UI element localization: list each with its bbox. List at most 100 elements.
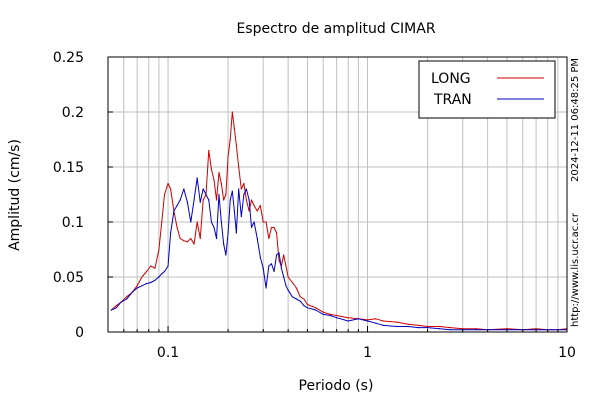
data-point-tran [167,265,169,267]
data-point-tran [186,201,188,203]
data-point-long [295,287,298,289]
data-point-tran [449,329,451,331]
timestamp-text: 2024-12-11 06:48:25 PM [570,58,581,182]
data-point-long [285,265,287,267]
data-point-tran [475,329,477,331]
data-point-long [163,193,166,196]
data-point-tran [396,325,398,328]
data-point-tran [306,307,309,309]
data-point-long [213,179,215,181]
data-point-tran [240,215,242,218]
data-point-tran [299,300,301,302]
data-point-tran [131,291,133,293]
data-point-tran [303,305,305,307]
data-point-tran [163,270,166,273]
data-point-long [193,243,195,245]
x-tick-label: 1 [363,345,372,361]
data-point-tran [218,193,220,196]
data-point-long [210,168,213,170]
data-point-tran [233,210,235,212]
grid-lines [107,56,567,333]
data-point-long [315,307,317,309]
data-point-long [220,182,222,185]
y-tick-label: 0.25 [53,50,84,66]
data-point-tran [145,283,148,285]
source-url-text: http://www.lis.ucr.ac.cr [570,212,581,327]
data-point-long [396,321,398,323]
series-tran [110,177,568,331]
data-point-tran [176,204,178,207]
data-point-tran [179,199,181,201]
data-point-tran [231,190,233,192]
data-point-tran [250,226,253,229]
data-point-long [250,199,253,201]
data-point-tran [229,199,231,201]
data-point-tran [295,298,298,300]
axis-ticks: 0 0.05 0.1 0.15 0.2 0.25 0.1 1 10 [53,50,576,361]
data-point-long [208,149,210,152]
data-point-long [273,226,275,229]
data-point-tran [243,193,245,196]
data-point-tran [357,318,359,320]
data-point-tran [193,199,195,201]
data-point-tran [273,270,275,273]
data-point-long [253,204,255,207]
data-point-long [407,323,409,325]
y-axis-label: Amplitud (cm/s) [7,139,23,251]
data-point-long [202,199,204,201]
y-tick-label: 0.2 [62,105,84,121]
data-point-long [275,232,278,234]
data-point-long [322,311,324,313]
data-point-long [259,204,261,207]
legend-label-long: LONG [431,71,471,87]
data-point-tran [329,314,331,317]
data-point-tran [283,276,285,278]
plot-frame [107,56,568,333]
data-point-long [270,226,273,229]
data-point-tran [265,287,267,289]
data-point-tran [253,221,255,223]
data-point-long [154,267,156,269]
data-point-tran [336,317,338,319]
data-point-tran [141,285,143,287]
data-point-long [136,285,138,287]
data-point-tran [262,267,264,269]
data-point-tran [220,221,222,223]
data-point-tran [407,325,409,328]
data-point-tran [280,267,282,269]
data-point-tran [322,313,324,315]
data-point-tran [248,199,250,201]
data-point-long [167,182,169,185]
legend-label-tran: TRAN [433,92,472,108]
data-point-tran [223,243,225,245]
data-point-long [170,188,172,190]
data-point-tran [259,256,261,258]
data-point-long [265,221,267,223]
data-point-long [225,193,227,196]
data-point-long [141,276,143,278]
x-axis-label: Periodo (s) [299,378,374,394]
data-point-tran [366,320,369,322]
data-point-long [115,305,117,307]
data-point-tran [256,237,258,240]
data-point-long [303,298,305,300]
data-point-tran [213,226,215,229]
series-line-long [111,111,568,331]
data-point-long [366,319,369,321]
data-point-tran [196,177,198,179]
data-point-tran [205,193,207,196]
data-point-long [329,313,331,315]
data-point-long [196,221,198,223]
data-point-long [126,296,128,298]
data-point-tran [347,320,349,322]
data-point-long [283,254,285,256]
data-point-tran [315,309,317,311]
data-point-tran [426,327,429,329]
data-point-long [243,182,245,185]
data-point-tran [126,298,128,300]
data-point-long [227,155,229,157]
data-point-tran [417,327,420,329]
data-point-long [291,281,293,284]
data-point-long [158,248,160,251]
data-point-tran [210,221,213,223]
